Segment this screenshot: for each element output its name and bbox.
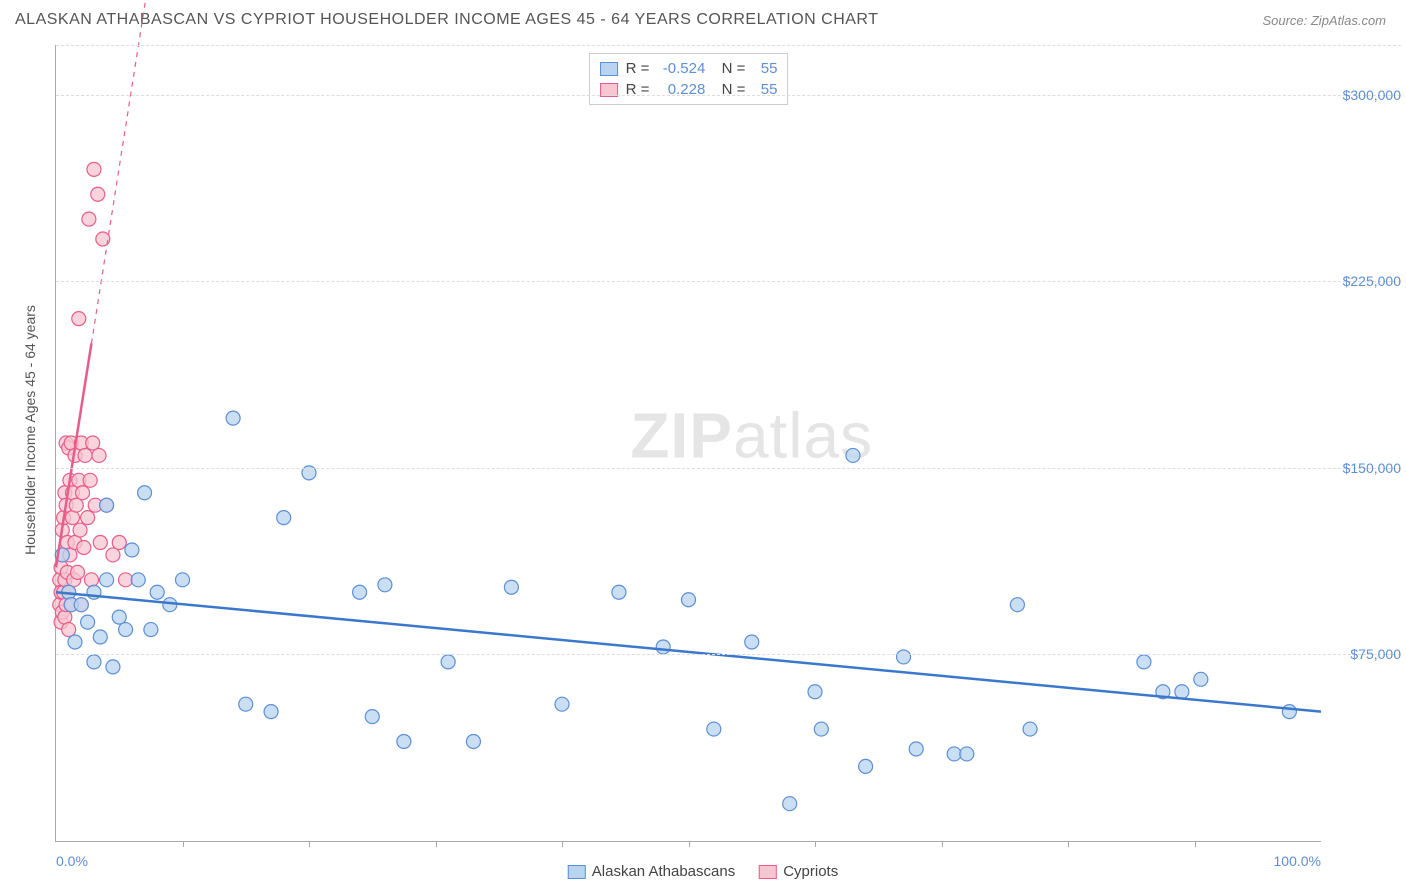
x-axis-label-left: 0.0%: [56, 853, 88, 869]
x-tick: [436, 841, 437, 847]
x-tick: [562, 841, 563, 847]
legend-label-pink: Cypriots: [783, 863, 838, 880]
n-value-blue: 55: [753, 60, 777, 77]
gridline: [56, 468, 1401, 469]
gridline: [56, 95, 1401, 96]
x-axis-label-right: 100.0%: [1274, 853, 1321, 869]
legend-label-blue: Alaskan Athabascans: [592, 863, 735, 880]
stats-row-pink: R = 0.228 N = 55: [600, 79, 778, 100]
stats-row-blue: R = -0.524 N = 55: [600, 58, 778, 79]
title-bar: ALASKAN ATHABASCAN VS CYPRIOT HOUSEHOLDE…: [0, 0, 1406, 40]
chart-title: ALASKAN ATHABASCAN VS CYPRIOT HOUSEHOLDE…: [15, 11, 878, 29]
legend-item-blue: Alaskan Athabascans: [568, 863, 735, 880]
y-tick-label: $75,000: [1326, 646, 1401, 662]
x-tick: [183, 841, 184, 847]
y-tick-label: $150,000: [1326, 460, 1401, 476]
swatch-blue-icon: [568, 865, 586, 879]
swatch-pink-icon: [759, 865, 777, 879]
r-value-blue: -0.524: [657, 60, 705, 77]
x-tick: [815, 841, 816, 847]
x-tick: [689, 841, 690, 847]
plot-svg: [56, 45, 1321, 841]
source-attribution: Source: ZipAtlas.com: [1262, 13, 1386, 28]
chart-container: ALASKAN ATHABASCAN VS CYPRIOT HOUSEHOLDE…: [0, 0, 1406, 892]
stats-legend: R = -0.524 N = 55 R = 0.228 N = 55: [589, 53, 789, 105]
plot-area: ZIPatlas R = -0.524 N = 55 R = 0.228 N =…: [55, 45, 1321, 842]
x-tick: [309, 841, 310, 847]
gridline: [56, 281, 1401, 282]
gridline: [56, 654, 1401, 655]
bottom-legend: Alaskan Athabascans Cypriots: [568, 863, 838, 880]
x-tick: [942, 841, 943, 847]
x-tick: [1195, 841, 1196, 847]
x-tick: [1068, 841, 1069, 847]
gridline: [56, 45, 1401, 46]
y-axis-label: Householder Income Ages 45 - 64 years: [22, 305, 38, 555]
legend-item-pink: Cypriots: [759, 863, 838, 880]
y-tick-label: $225,000: [1326, 273, 1401, 289]
swatch-blue: [600, 62, 618, 76]
y-tick-label: $300,000: [1326, 87, 1401, 103]
